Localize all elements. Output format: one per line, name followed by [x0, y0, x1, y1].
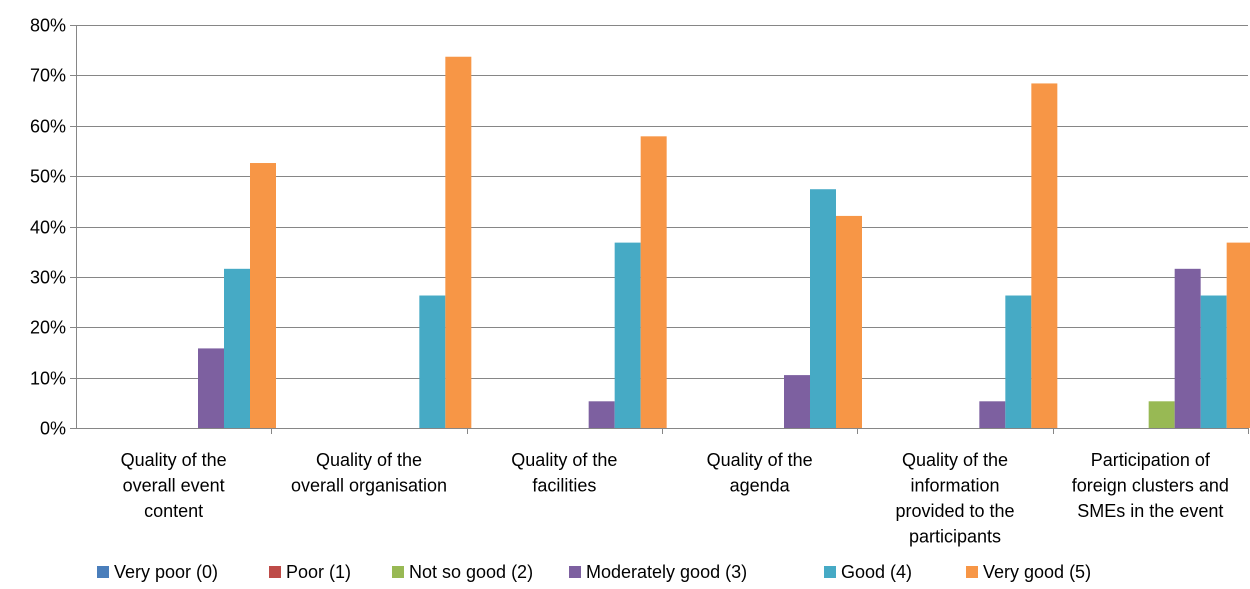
category-labels: Quality of the overall event content Qualit… — [121, 450, 1229, 547]
y-tick-label: 40% — [30, 218, 66, 238]
bars — [198, 56, 1250, 429]
legend-swatch — [824, 566, 836, 578]
bar — [1200, 295, 1227, 428]
bar — [588, 401, 615, 428]
axes — [70, 25, 1249, 434]
legend-label: Very good (5) — [983, 562, 1091, 582]
legend-swatch — [392, 566, 404, 578]
bar — [1148, 401, 1175, 428]
bar — [836, 215, 862, 428]
bar — [250, 163, 276, 428]
legend-swatch — [966, 566, 978, 578]
legend-label: Good (4) — [841, 562, 912, 582]
bar — [445, 56, 472, 428]
bar — [1031, 83, 1058, 428]
bar — [784, 375, 810, 428]
bar — [979, 401, 1006, 428]
legend: Very poor (0) Poor (1) Not so good (2) Mode… — [97, 562, 1091, 582]
category-label: Quality of the facilities — [511, 450, 617, 496]
category-label: Quality of the overall organisation — [291, 450, 447, 496]
bar — [419, 295, 446, 428]
y-tick-label: 20% — [30, 318, 66, 338]
category-label: Quality of the information provided to the… — [895, 450, 1014, 547]
legend-label: Moderately good (3) — [586, 562, 747, 582]
y-tick-label: 50% — [30, 167, 66, 187]
bar — [224, 268, 250, 428]
legend-label: Very poor (0) — [114, 562, 218, 582]
category-label: Participation of foreign clusters and SMEs… — [1072, 450, 1229, 521]
category-label: Quality of the overall event content — [121, 450, 227, 521]
legend-swatch — [97, 566, 109, 578]
bar — [1226, 242, 1250, 428]
y-tick-label: 80% — [30, 16, 66, 36]
y-tick-label: 10% — [30, 369, 66, 389]
bar — [198, 348, 224, 428]
legend-label: Not so good (2) — [409, 562, 533, 582]
legend-swatch — [569, 566, 581, 578]
bar — [1174, 268, 1201, 428]
y-tick-label: 70% — [30, 66, 66, 86]
y-axis-tick-labels: 0% 10% 20% 30% 40% 50% 60% 70% 80% — [30, 16, 66, 439]
legend-label: Poor (1) — [286, 562, 351, 582]
y-tick-label: 30% — [30, 268, 66, 288]
bar — [810, 189, 836, 428]
bar — [1005, 295, 1032, 428]
y-tick-label: 0% — [40, 419, 66, 439]
y-tick-label: 60% — [30, 117, 66, 137]
category-label: Quality of the agenda — [707, 450, 813, 496]
legend-swatch — [269, 566, 281, 578]
bar — [640, 136, 667, 429]
bar — [614, 242, 641, 428]
